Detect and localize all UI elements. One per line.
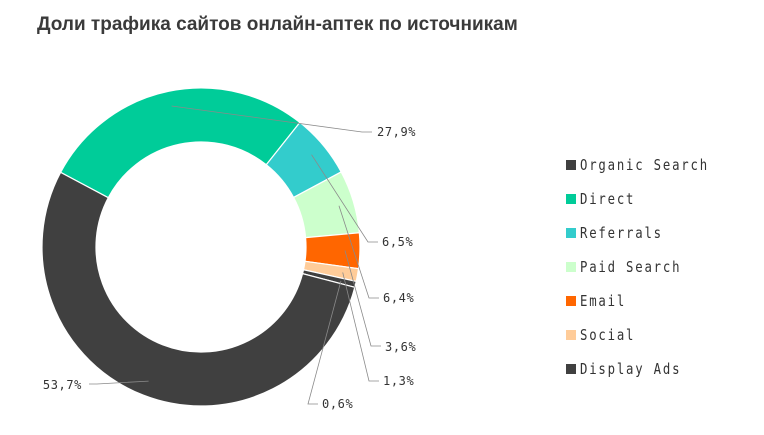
leader-lines bbox=[89, 105, 381, 405]
legend-label: Referrals bbox=[580, 224, 663, 242]
donut-slices bbox=[41, 87, 361, 407]
legend-item-direct: Direct bbox=[566, 182, 737, 216]
data-label-email: 3,6% bbox=[385, 340, 416, 354]
legend-label: Social bbox=[580, 326, 636, 344]
legend-swatch bbox=[566, 262, 576, 272]
slice-direct bbox=[59, 87, 301, 199]
legend-swatch bbox=[566, 228, 576, 238]
data-label-display-ads: 0,6% bbox=[322, 397, 353, 411]
leader-email bbox=[344, 250, 381, 347]
legend-item-email: Email bbox=[566, 284, 737, 318]
legend-label: Organic Search bbox=[580, 156, 709, 174]
data-labels: 27,9% 6,5% 6,4% 3,6% 1,3% 0,6% 53,7% bbox=[43, 125, 416, 411]
data-label-referrals: 6,5% bbox=[382, 235, 413, 249]
legend-swatch bbox=[566, 296, 576, 306]
leader-display-ads bbox=[307, 280, 342, 405]
legend-swatch bbox=[566, 194, 576, 204]
chart-title: Доли трафика сайтов онлайн-аптек по исто… bbox=[37, 14, 518, 35]
legend-label: Email bbox=[580, 292, 627, 310]
legend: Organic Search Direct Referrals Paid Search… bbox=[566, 148, 737, 386]
legend-label: Display Ads bbox=[580, 360, 682, 378]
data-label-organic-search: 53,7% bbox=[43, 378, 82, 392]
legend-swatch bbox=[566, 330, 576, 340]
legend-item-display-ads: Display Ads bbox=[566, 352, 737, 386]
legend-item-paid-search: Paid Search bbox=[566, 250, 737, 284]
data-label-paid-search: 6,4% bbox=[383, 291, 414, 305]
leader-organic-search bbox=[89, 380, 149, 385]
legend-label: Direct bbox=[580, 190, 636, 208]
leader-social bbox=[342, 272, 379, 382]
leader-direct bbox=[171, 105, 372, 133]
data-label-social: 1,3% bbox=[383, 374, 414, 388]
legend-swatch bbox=[566, 160, 576, 170]
legend-item-referrals: Referrals bbox=[566, 216, 737, 250]
leader-referrals bbox=[311, 154, 378, 243]
slice-organic-search bbox=[41, 171, 356, 407]
legend-swatch bbox=[566, 364, 576, 374]
legend-item-organic-search: Organic Search bbox=[566, 148, 737, 182]
data-label-direct: 27,9% bbox=[377, 125, 416, 139]
legend-item-social: Social bbox=[566, 318, 737, 352]
leader-paid-search bbox=[338, 205, 379, 299]
legend-label: Paid Search bbox=[580, 258, 682, 276]
